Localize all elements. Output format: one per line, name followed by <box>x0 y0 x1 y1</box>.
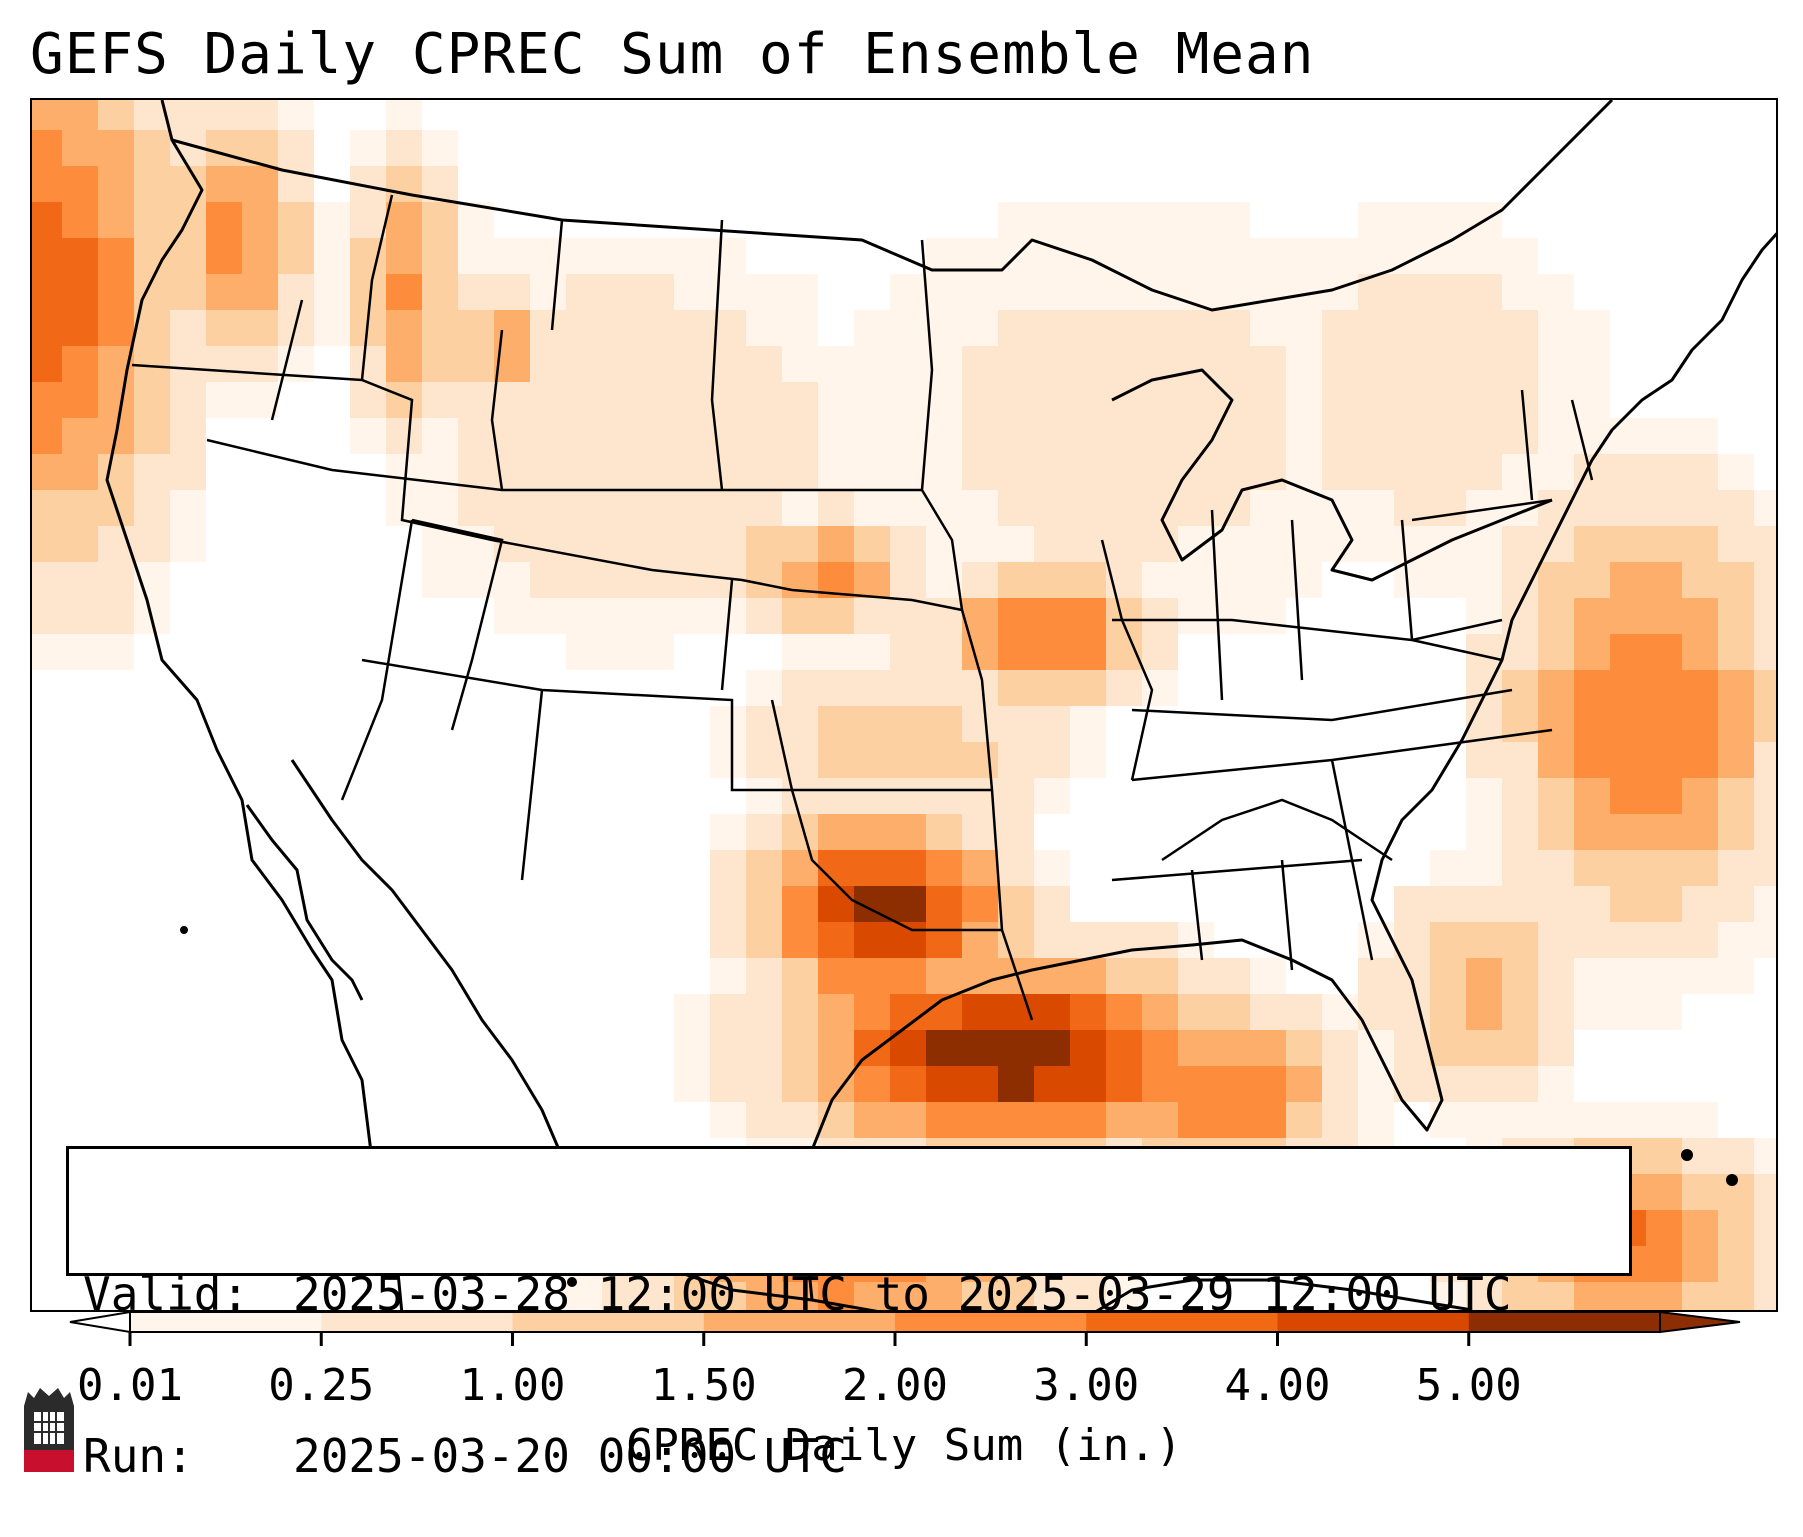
islands <box>180 926 1738 1287</box>
state-boundaries <box>131 194 1594 1021</box>
colorbar-tick-label: 4.00 <box>1224 1360 1331 1411</box>
east-coast <box>1570 232 1776 501</box>
mexico-mainland <box>290 759 878 1310</box>
colorbar <box>69 1310 1741 1346</box>
niu-building-logo-icon <box>24 1388 74 1472</box>
baja-peninsula <box>245 804 364 1001</box>
colorbar-segment <box>1277 1312 1470 1332</box>
colorbar-segment <box>321 1312 514 1332</box>
colorbar-tick-label: 0.01 <box>77 1360 183 1411</box>
colorbar-tick-label: 0.25 <box>268 1360 375 1411</box>
cuba <box>1095 1278 1473 1310</box>
us-outline <box>105 100 404 1310</box>
map-title: GEFS Daily CPREC Sum of Ensemble Mean <box>30 22 1315 87</box>
colorbar-tick-label: 2.00 <box>842 1360 948 1411</box>
colorbar-segment <box>703 1312 896 1332</box>
precipitation-shading <box>32 100 1776 1310</box>
colorbar-tick-label: 1.00 <box>459 1360 566 1411</box>
map-canvas <box>32 100 1776 1310</box>
colorbar-segment <box>130 1312 323 1332</box>
gulf-coast <box>800 499 1574 1301</box>
colorbar-segment <box>895 1312 1088 1332</box>
coastline <box>105 100 1776 1310</box>
run-value: 2025-03-20 00:00 UTC <box>293 1429 847 1483</box>
colorbar-segment <box>1468 1312 1661 1332</box>
colorbar-label: CPREC Daily Sum (in.) <box>625 1420 1183 1471</box>
precipitation-map <box>30 98 1778 1312</box>
colorbar-segment <box>1086 1312 1279 1332</box>
canada-border <box>171 100 1614 312</box>
valid-time-box: Valid: 2025-03-28 12:00 UTC to 2025-03-29… <box>66 1146 1632 1483</box>
colorbar-tick-label: 1.50 <box>650 1360 757 1411</box>
great-lakes <box>1111 368 1553 582</box>
colorbar-segment <box>512 1312 705 1332</box>
colorbar-tick-label: 5.00 <box>1415 1360 1522 1411</box>
colorbar-tick-label: 3.00 <box>1033 1360 1140 1411</box>
colorbar-extend-max <box>1659 1310 1741 1334</box>
colorbar-extend-min <box>69 1310 131 1334</box>
run-label: Run: <box>83 1429 194 1483</box>
